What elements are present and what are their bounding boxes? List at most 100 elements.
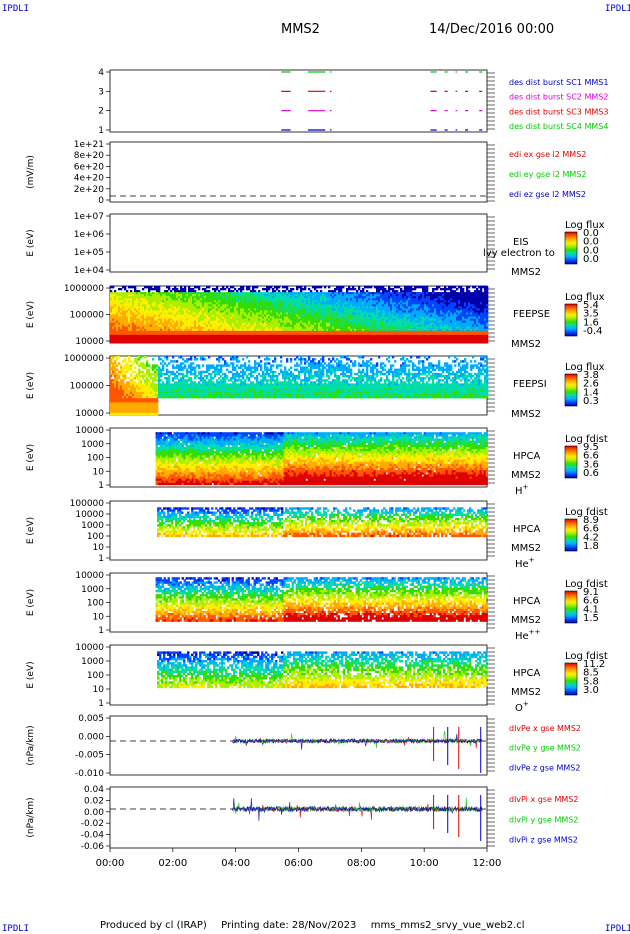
heatmap-cell <box>186 319 188 321</box>
heatmap-cell <box>198 325 200 327</box>
heatmap-cell <box>256 315 258 317</box>
heatmap-cell <box>192 323 194 325</box>
heatmap-cell <box>224 304 226 306</box>
heatmap-cell <box>174 341 176 343</box>
heatmap-cell <box>236 313 238 315</box>
heatmap-cell <box>124 294 126 296</box>
heatmap-cell <box>238 302 240 304</box>
heatmap-cell <box>128 317 130 319</box>
heatmap-cell <box>238 296 240 298</box>
heatmap-cell <box>178 341 180 343</box>
heatmap-cell <box>164 333 166 335</box>
heatmap-cell <box>264 321 266 323</box>
heatmap-cell <box>116 304 118 306</box>
heatmap-cell <box>152 310 154 312</box>
heatmap-cell <box>260 317 262 319</box>
heatmap-cell <box>172 337 174 339</box>
heatmap-cell <box>254 323 256 325</box>
heatmap-cell <box>256 339 258 341</box>
heatmap-cell <box>132 337 134 339</box>
eis-y-tick-label: 1e+06 <box>74 230 105 240</box>
heatmap-cell <box>252 306 254 308</box>
heatmap-cell <box>186 300 188 302</box>
heatmap-cell <box>134 298 136 300</box>
heatmap-cell <box>178 321 180 323</box>
heatmap-cell <box>234 294 236 296</box>
heatmap-cell <box>144 315 146 317</box>
heatmap-cell <box>252 327 254 329</box>
heatmap-cell <box>248 323 250 325</box>
heatmap-cell <box>162 341 164 343</box>
heatmap-cell <box>170 296 172 298</box>
heatmap-cell <box>234 325 236 327</box>
heatmap-cell <box>128 298 130 300</box>
heatmap-cell <box>190 341 192 343</box>
heatmap-cell <box>244 329 246 331</box>
heatmap-cell <box>248 331 250 333</box>
heatmap-cell <box>142 329 144 331</box>
heatmap-cell <box>222 341 224 343</box>
heatmap-cell <box>142 308 144 310</box>
heatmap-cell <box>256 331 258 333</box>
heatmap-cell <box>154 302 156 304</box>
heatmap-cell <box>208 313 210 315</box>
heatmap-cell <box>166 304 168 306</box>
heatmap-cell <box>170 335 172 337</box>
heatmap-cell <box>250 298 252 300</box>
heatmap-cell <box>212 339 214 341</box>
heatmap-cell <box>224 321 226 323</box>
heatmap-cell <box>232 329 234 331</box>
heatmap-cell <box>162 333 164 335</box>
heatmap-cell <box>168 335 170 337</box>
heatmap-cell <box>208 333 210 335</box>
heatmap-cell <box>150 304 152 306</box>
heatmap-cell <box>208 304 210 306</box>
heatmap-cell <box>154 327 156 329</box>
heatmap-cell <box>154 288 156 290</box>
heatmap-cell <box>252 286 254 288</box>
heatmap-cell <box>188 294 190 296</box>
heatmap-cell <box>150 317 152 319</box>
heatmap-cell <box>120 339 122 341</box>
heatmap-cell <box>154 321 156 323</box>
heatmap-cell <box>202 292 204 294</box>
heatmap-cell <box>110 329 112 331</box>
heatmap-cell <box>188 337 190 339</box>
heatmap-cell <box>242 339 244 341</box>
heatmap-cell <box>188 304 190 306</box>
heatmap-cell <box>210 296 212 298</box>
series-legend-label: edi ey gse l2 MMS2 <box>509 170 587 179</box>
heatmap-cell <box>158 335 160 337</box>
heatmap-cell <box>178 294 180 296</box>
heatmap-cell <box>246 300 248 302</box>
heatmap-cell <box>264 331 266 333</box>
heatmap-cell <box>122 300 124 302</box>
heatmap-cell <box>230 317 232 319</box>
heatmap-cell <box>226 319 228 321</box>
heatmap-cell <box>170 325 172 327</box>
heatmap-cell <box>190 331 192 333</box>
heatmap-cell <box>250 306 252 308</box>
heatmap-cell <box>154 294 156 296</box>
heatmap-cell <box>146 339 148 341</box>
heatmap-cell <box>258 325 260 327</box>
heatmap-cell <box>212 292 214 294</box>
heatmap-cell <box>194 310 196 312</box>
heatmap-cell <box>248 296 250 298</box>
heatmap-cell <box>210 335 212 337</box>
heatmap-cell <box>124 308 126 310</box>
heatmap-cell <box>178 325 180 327</box>
heatmap-cell <box>202 333 204 335</box>
heatmap-cell <box>142 288 144 290</box>
heatmap-cell <box>152 333 154 335</box>
heatmap-cell <box>170 317 172 319</box>
heatmap-cell <box>224 341 226 343</box>
heatmap-cell <box>220 331 222 333</box>
heatmap-cell <box>176 296 178 298</box>
heatmap-cell <box>204 302 206 304</box>
heatmap-cell <box>168 321 170 323</box>
heatmap-cell <box>246 313 248 315</box>
heatmap-cell <box>234 323 236 325</box>
heatmap-cell <box>248 302 250 304</box>
heatmap-cell <box>132 315 134 317</box>
